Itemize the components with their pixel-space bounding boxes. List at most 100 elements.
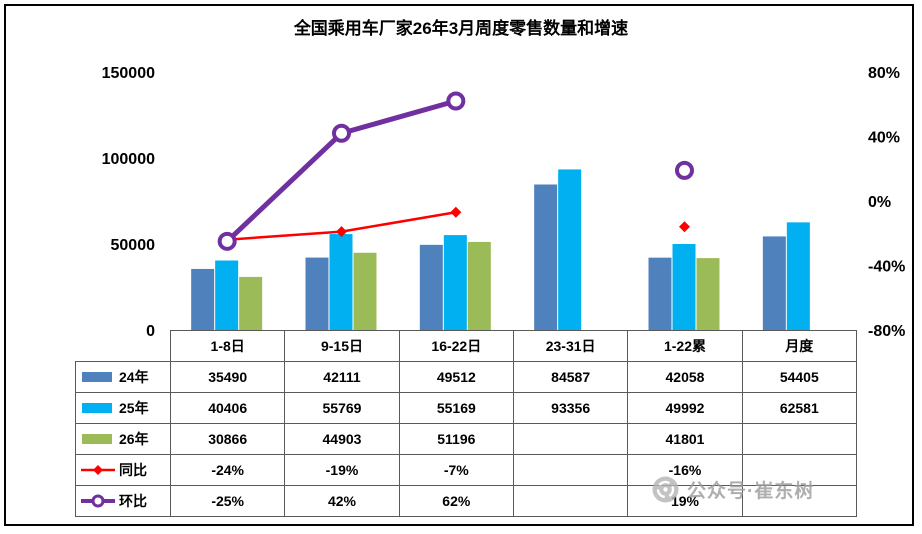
table-cell: 19% <box>627 485 743 517</box>
series-label: 同比 <box>119 462 147 478</box>
table-cell: 84587 <box>512 361 629 393</box>
table-cell: -7% <box>398 454 514 486</box>
table-cell: 51196 <box>398 423 514 455</box>
table-cell: 62% <box>398 485 514 517</box>
table-cell: 54405 <box>741 361 857 393</box>
table-corner <box>76 331 171 362</box>
table-cell <box>741 454 857 486</box>
aperture-logo-icon <box>652 476 679 503</box>
table-row: 24年 35490 42111 49512 84587 42058 54405 <box>75 361 857 393</box>
bar-26年 <box>353 252 377 330</box>
right-axis-tick-label: 40% <box>868 130 900 147</box>
bar-swatch-icon <box>82 403 112 413</box>
legend-key: 25年 <box>78 398 168 418</box>
table-cell <box>512 485 629 517</box>
table-cell: 42111 <box>284 361 400 393</box>
bar-24年 <box>762 236 786 330</box>
bar-swatch-icon <box>82 434 112 444</box>
column-header: 1-8日 <box>169 330 286 362</box>
legend-key: 26年 <box>78 429 168 449</box>
right-axis-tick-label: -40% <box>868 259 905 276</box>
bar-25年 <box>558 169 582 330</box>
bar-25年 <box>329 234 353 330</box>
series-label: 25年 <box>119 400 149 416</box>
circle-marker <box>675 160 694 180</box>
table-cell: 40406 <box>169 392 286 424</box>
right-axis-tick-label: -80% <box>868 323 905 340</box>
diamond-marker <box>450 206 462 218</box>
circle-marker <box>446 91 466 111</box>
legend-cell-24年: 24年 <box>75 361 171 393</box>
bar-swatch-icon <box>82 372 112 382</box>
column-header: 23-31日 <box>512 330 629 362</box>
legend-cell-26年: 26年 <box>75 423 171 455</box>
table-cell: 49992 <box>627 392 743 424</box>
table-cell: -24% <box>169 454 286 486</box>
bar-24年 <box>419 244 443 330</box>
table-cell: 55169 <box>398 392 514 424</box>
left-axis-tick-label: 100000 <box>102 151 155 168</box>
left-axis-tick-label: 0 <box>146 323 155 340</box>
table-cell: 49512 <box>398 361 514 393</box>
right-axis-tick-label: 0% <box>868 194 891 211</box>
table-cell: 41801 <box>627 423 743 455</box>
circle-marker <box>332 123 351 143</box>
bar-24年 <box>534 184 558 330</box>
column-header: 9-15日 <box>284 330 400 362</box>
table-cell: 30866 <box>169 423 286 455</box>
left-axis-tick-label: 150000 <box>102 65 155 82</box>
table-header-row: 1-8日 9-15日 16-22日 23-31日 1-22累 月度 <box>76 330 857 362</box>
table-cell: 55769 <box>284 392 400 424</box>
table-cell <box>512 454 629 486</box>
legend-key: 环比 <box>78 491 168 511</box>
circle-marker <box>217 231 237 251</box>
legend-cell-同比: 同比 <box>75 454 171 486</box>
table-cell: 42058 <box>627 361 743 393</box>
watermark: 公众号·崔东树 <box>652 476 814 503</box>
bar-25年 <box>786 222 810 330</box>
table-row: 26年 30866 44903 51196 41801 <box>75 423 857 455</box>
column-header: 1-22累 <box>627 330 743 362</box>
column-header: 月度 <box>741 330 857 362</box>
watermark-text: 公众号·崔东树 <box>687 481 815 502</box>
left-axis-tick-label: 50000 <box>111 237 156 254</box>
series-label: 24年 <box>119 369 149 385</box>
column-header: 16-22日 <box>398 330 514 362</box>
bar-25年 <box>443 235 467 330</box>
diamond-marker <box>336 226 347 238</box>
chart-frame-border <box>4 4 914 526</box>
bar-24年 <box>191 268 215 330</box>
legend-cell-环比: 环比 <box>75 485 171 517</box>
bar-24年 <box>648 257 672 330</box>
legend-key: 24年 <box>78 367 168 387</box>
bar-26年 <box>696 258 720 330</box>
table-cell: -19% <box>284 454 400 486</box>
table-cell <box>741 423 857 455</box>
series-label: 环比 <box>119 493 147 509</box>
table-cell <box>741 485 857 517</box>
table-row: 环比 -25% 42% 62% 19% <box>75 485 857 517</box>
legend-cell-25年: 25年 <box>75 392 171 424</box>
table-cell: 44903 <box>284 423 400 455</box>
diamond-marker <box>679 221 690 233</box>
bar-26年 <box>467 241 491 330</box>
table-cell: 42% <box>284 485 400 517</box>
line-series-环比 <box>227 101 684 241</box>
table-cell: -25% <box>169 485 286 517</box>
bar-25年 <box>215 260 239 330</box>
line-diamond-swatch-icon <box>81 465 115 475</box>
right-axis-tick-label: 80% <box>868 65 900 82</box>
legend-key: 同比 <box>78 460 168 480</box>
table-cell <box>512 423 629 455</box>
line-circle-swatch-icon <box>81 494 115 508</box>
table-cell: 62581 <box>741 392 857 424</box>
table-row: 25年 40406 55769 55169 93356 49992 62581 <box>75 392 857 424</box>
table-cell: 93356 <box>512 392 629 424</box>
data-table: 1-8日 9-15日 16-22日 23-31日 1-22累 月度 24年 35490 4211… <box>75 330 857 517</box>
chart-title: 全国乘用车厂家26年3月周度零售数量和增速 <box>293 19 629 38</box>
table-cell: 35490 <box>169 361 286 393</box>
bar-26年 <box>239 276 263 330</box>
bar-25年 <box>672 244 696 330</box>
